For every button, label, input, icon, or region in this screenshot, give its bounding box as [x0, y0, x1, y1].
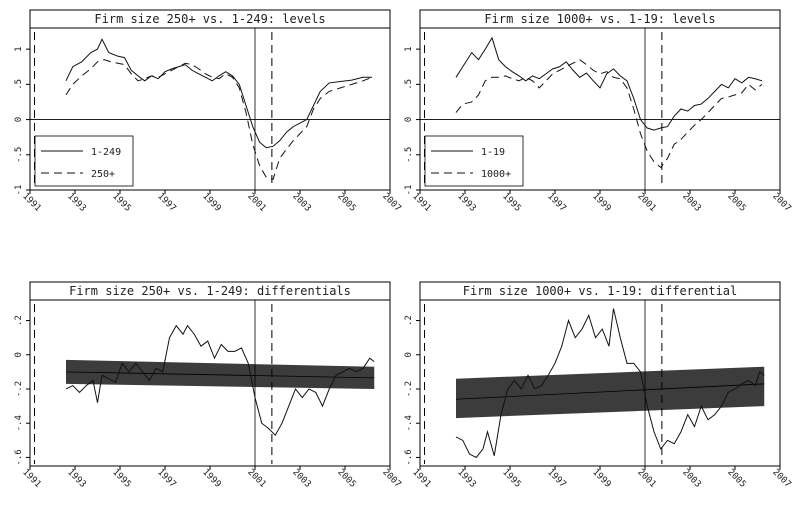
y-tick-label: 0: [404, 117, 414, 122]
x-tick-label: 1997: [545, 467, 567, 489]
series-line-1: [65, 324, 375, 437]
x-tick-label: 1995: [500, 467, 522, 489]
panel-title: Firm size 1000+ vs. 1-19: differential: [463, 284, 738, 298]
y-tick-label: -.4: [404, 415, 414, 431]
x-tick-label: 1991: [20, 467, 42, 489]
x-tick-label: 1999: [590, 191, 612, 213]
y-tick-label: .5: [14, 79, 24, 90]
y-tick-label: -1: [14, 185, 24, 196]
x-tick-label: 2007: [380, 467, 402, 489]
y-tick-label: -.5: [404, 147, 414, 163]
x-tick-label: 1997: [155, 191, 177, 213]
y-tick-label: -.2: [404, 381, 414, 397]
x-tick-label: 2003: [290, 191, 312, 213]
y-tick-label: -.5: [14, 147, 24, 163]
x-tick-label: 1999: [200, 191, 222, 213]
x-tick-label: 1993: [65, 467, 87, 489]
series-line-2: [455, 59, 763, 169]
x-tick-label: 1995: [110, 467, 132, 489]
x-tick-label: 2001: [635, 467, 657, 489]
y-tick-label: 0: [404, 352, 414, 357]
x-tick-label: 2005: [725, 191, 747, 213]
y-tick-label: -.6: [404, 449, 414, 465]
confidence-band: [456, 366, 765, 419]
y-tick-label: 0: [14, 117, 24, 122]
y-tick-label: 0: [14, 352, 24, 357]
series-line-1: [65, 38, 372, 149]
x-tick-label: 1995: [500, 191, 522, 213]
x-tick-label: 1993: [455, 467, 477, 489]
x-tick-label: 1991: [20, 191, 42, 213]
x-tick-label: 2001: [635, 191, 657, 213]
y-tick-label: 1: [404, 46, 414, 51]
y-tick-label: -1: [404, 185, 414, 196]
x-tick-label: 1999: [200, 467, 222, 489]
fitted-line: [455, 383, 765, 400]
x-tick-label: 1991: [410, 191, 432, 213]
legend-label: 1-249: [91, 147, 121, 158]
legend-label: 250+: [91, 169, 115, 180]
x-tick-label: 2003: [290, 467, 312, 489]
panel-title: Firm size 1000+ vs. 1-19: levels: [484, 12, 715, 26]
y-tick-label: .2: [14, 315, 24, 326]
x-tick-label: 1999: [590, 467, 612, 489]
series-line-1: [455, 36, 763, 131]
legend-box: [424, 135, 524, 187]
x-tick-label: 2001: [245, 191, 267, 213]
x-tick-label: 2007: [770, 191, 792, 213]
y-tick-label: .2: [404, 315, 414, 326]
panel-1: Firm size 250+ vs. 1-249: levels 1-249 250…: [14, 9, 403, 214]
series-line-1: [455, 308, 765, 459]
x-tick-label: 2007: [770, 467, 792, 489]
x-tick-label: 2005: [725, 467, 747, 489]
x-tick-label: 2005: [335, 467, 357, 489]
legend-label: 1000+: [481, 169, 511, 180]
y-tick-label: -.6: [14, 449, 24, 465]
x-tick-label: 1991: [410, 467, 432, 489]
x-tick-label: 2005: [335, 191, 357, 213]
panel-4: Firm size 1000+ vs. 1-19: differential -.…: [404, 281, 793, 490]
y-tick-label: 1: [14, 46, 24, 51]
panel-title: Firm size 250+ vs. 1-249: levels: [94, 12, 325, 26]
panel-3: Firm size 250+ vs. 1-249: differentials -…: [14, 281, 403, 490]
panel-2: Firm size 1000+ vs. 1-19: levels 1-19 1000…: [404, 9, 793, 214]
confidence-band: [66, 359, 375, 389]
y-tick-label: .5: [404, 79, 414, 90]
x-tick-label: 1993: [65, 191, 87, 213]
x-tick-label: 1995: [110, 191, 132, 213]
x-tick-label: 2003: [680, 191, 702, 213]
series-line-2: [65, 59, 373, 181]
x-tick-label: 2007: [380, 191, 402, 213]
x-tick-label: 1997: [545, 191, 567, 213]
y-tick-label: -.2: [14, 381, 24, 397]
legend-box: [34, 135, 134, 187]
panel-title: Firm size 250+ vs. 1-249: differentials: [69, 284, 351, 298]
fitted-line: [65, 371, 375, 379]
x-tick-label: 1993: [455, 191, 477, 213]
x-tick-label: 2001: [245, 467, 267, 489]
x-tick-label: 2003: [680, 467, 702, 489]
legend-label: 1-19: [481, 147, 505, 158]
y-tick-label: -.4: [14, 415, 24, 431]
x-tick-label: 1997: [155, 467, 177, 489]
